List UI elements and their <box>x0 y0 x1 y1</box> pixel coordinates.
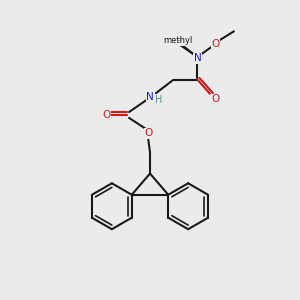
Text: O: O <box>102 110 110 120</box>
Text: methyl: methyl <box>178 40 183 41</box>
Text: O: O <box>144 128 153 138</box>
Text: O: O <box>212 39 220 49</box>
Text: N: N <box>194 53 201 63</box>
Text: H: H <box>155 94 163 105</box>
Text: O: O <box>211 94 219 104</box>
Text: N: N <box>146 92 154 102</box>
Text: methyl: methyl <box>163 36 192 45</box>
